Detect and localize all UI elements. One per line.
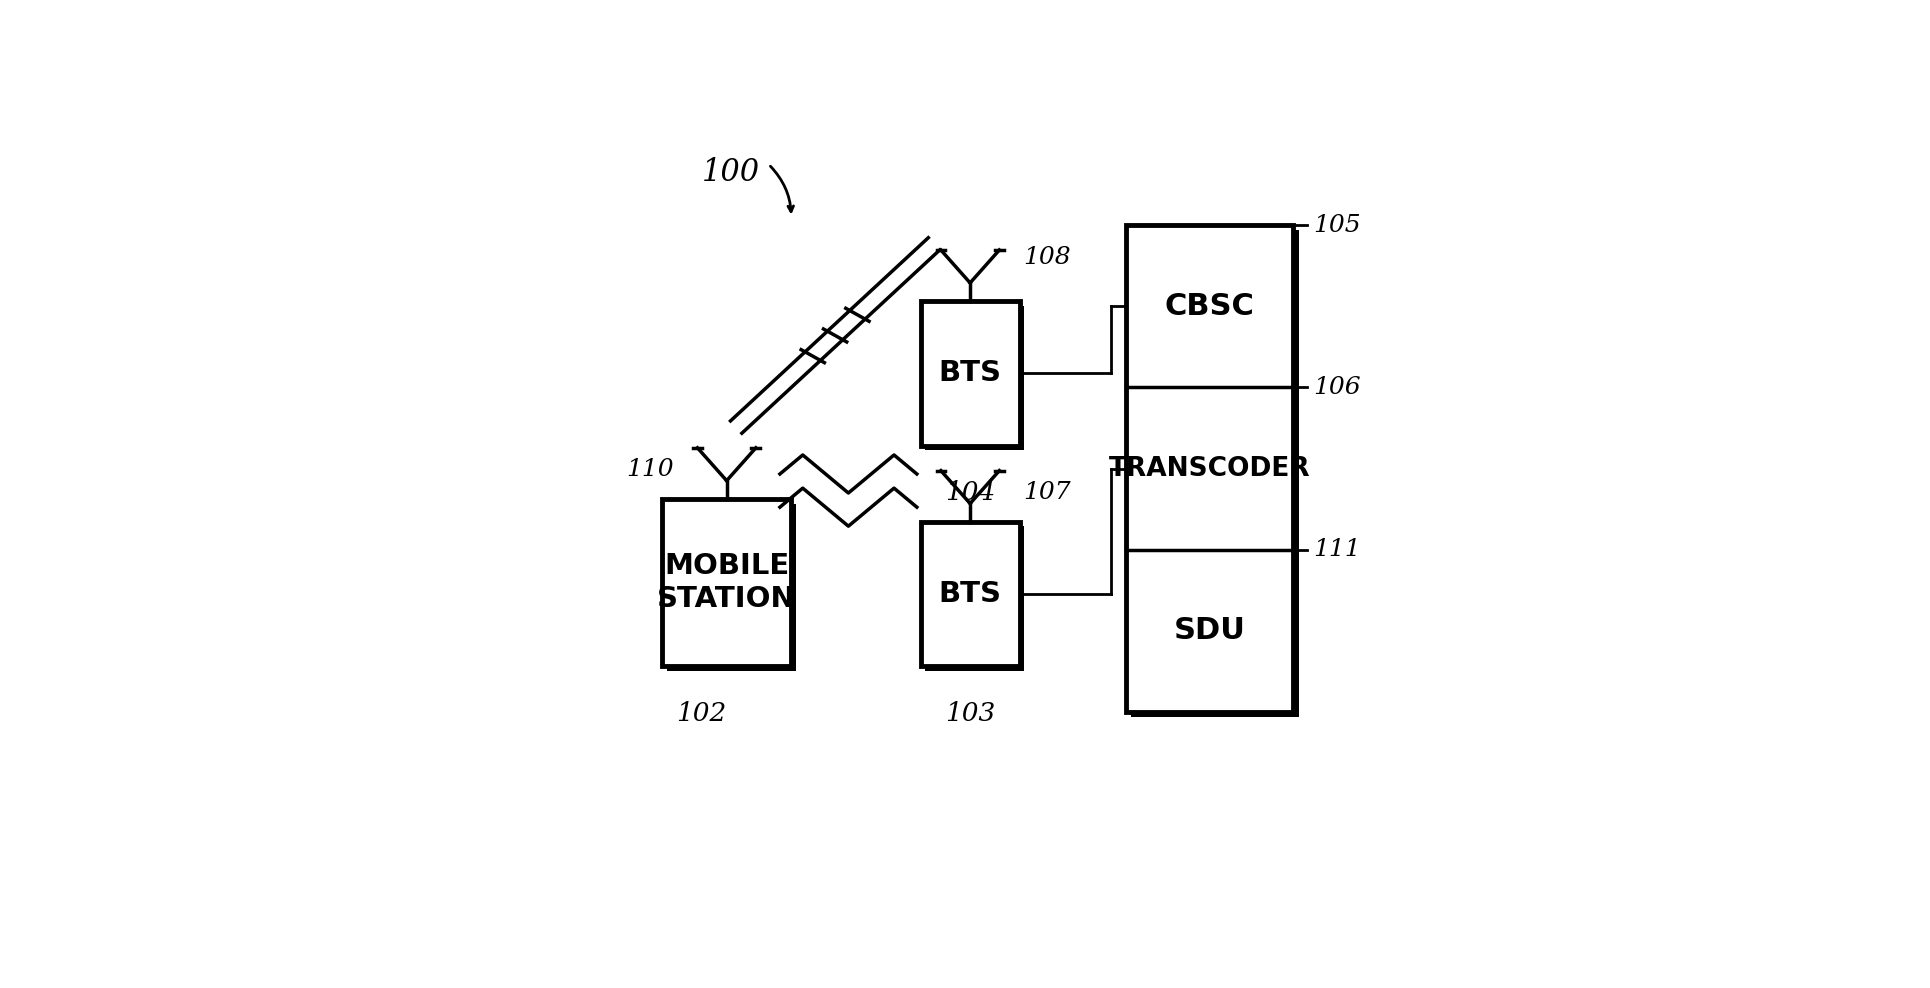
Text: 102: 102 bbox=[676, 700, 726, 725]
Text: BTS: BTS bbox=[938, 360, 1002, 387]
Polygon shape bbox=[924, 527, 1025, 671]
Text: 103: 103 bbox=[946, 700, 996, 725]
Text: 111: 111 bbox=[1312, 538, 1361, 561]
Bar bbox=[662, 499, 791, 666]
Text: 100: 100 bbox=[701, 157, 760, 188]
Text: TRANSCODER: TRANSCODER bbox=[1110, 455, 1310, 481]
Text: MOBILE
STATION: MOBILE STATION bbox=[658, 552, 795, 613]
Polygon shape bbox=[666, 504, 795, 671]
Polygon shape bbox=[924, 305, 1025, 451]
Text: 110: 110 bbox=[625, 458, 674, 481]
Bar bbox=[921, 522, 1019, 666]
Text: BTS: BTS bbox=[938, 580, 1002, 608]
Bar bbox=[921, 301, 1019, 446]
Bar bbox=[1125, 225, 1293, 712]
Text: 105: 105 bbox=[1312, 213, 1361, 236]
Text: 104: 104 bbox=[946, 480, 996, 505]
Text: 107: 107 bbox=[1023, 481, 1071, 504]
Text: SDU: SDU bbox=[1173, 617, 1245, 645]
Text: 106: 106 bbox=[1312, 375, 1361, 399]
Text: 108: 108 bbox=[1023, 246, 1071, 269]
Polygon shape bbox=[1131, 230, 1299, 717]
Text: CBSC: CBSC bbox=[1166, 291, 1254, 321]
